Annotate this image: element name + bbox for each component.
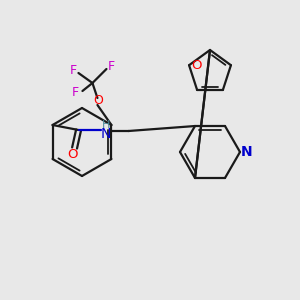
Text: O: O [94, 94, 103, 106]
Text: N: N [100, 127, 111, 141]
Text: H: H [102, 120, 111, 130]
Text: O: O [67, 148, 78, 161]
Text: F: F [108, 59, 115, 73]
Text: N: N [241, 145, 253, 159]
Text: F: F [70, 64, 77, 76]
Text: O: O [191, 59, 201, 72]
Text: F: F [72, 86, 79, 100]
